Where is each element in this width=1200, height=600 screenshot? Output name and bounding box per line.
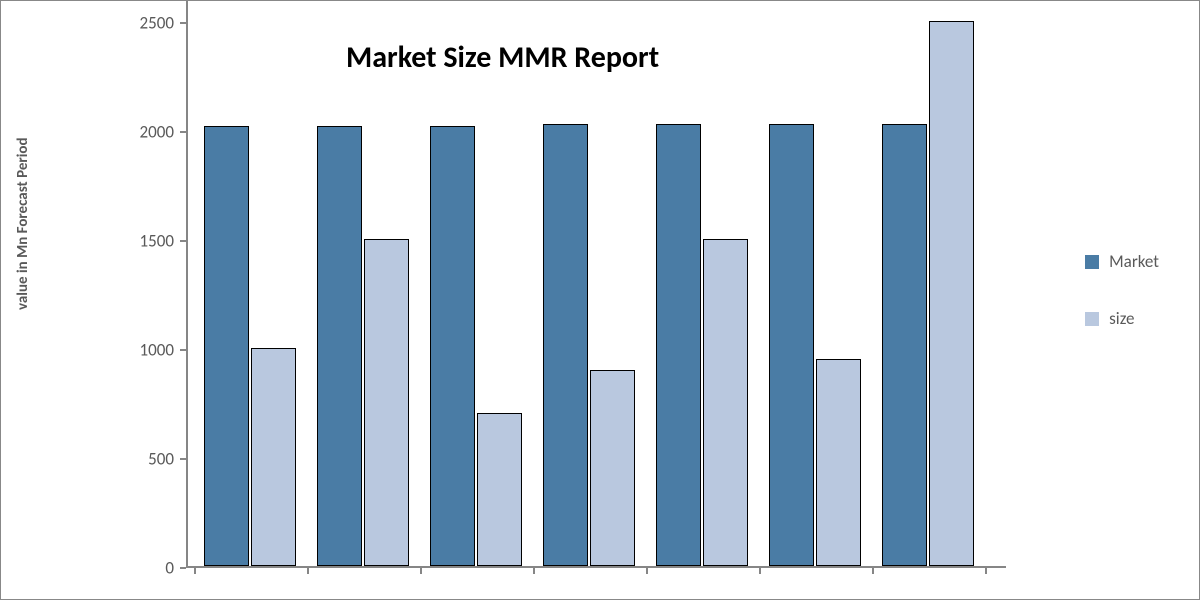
bar-size [364, 239, 409, 566]
bar-size [477, 413, 522, 566]
legend-item-market: Market [1085, 251, 1159, 272]
bar-market [769, 124, 814, 566]
x-tick-mark [307, 568, 309, 574]
bar-market [430, 126, 475, 567]
legend-label-market: Market [1109, 251, 1159, 272]
chart-container: Market Size MMR Report value in Mn Forec… [0, 0, 1200, 600]
legend: Market size [1085, 251, 1159, 365]
legend-item-size: size [1085, 308, 1159, 329]
legend-swatch-size [1085, 312, 1099, 326]
y-tick-label: 2000 [140, 121, 174, 142]
x-tick-mark [985, 568, 987, 574]
x-tick-mark [872, 568, 874, 574]
bar-size [703, 239, 748, 566]
y-tick-label: 500 [148, 448, 174, 469]
bar-size [929, 21, 974, 566]
bar-size [251, 348, 296, 566]
bar-market [656, 124, 701, 566]
x-tick-mark [194, 568, 196, 574]
legend-swatch-market [1085, 255, 1099, 269]
bar-market [543, 124, 588, 566]
bar-market [882, 124, 927, 566]
x-tick-mark [646, 568, 648, 574]
y-tick-label: 1000 [140, 339, 174, 360]
bar-market [204, 126, 249, 567]
bar-size [590, 370, 635, 566]
bar-size [816, 359, 861, 566]
y-axis-label: value in Mn Forecast Period [14, 137, 32, 310]
y-tick-label: 0 [165, 558, 174, 579]
x-tick-mark [533, 568, 535, 574]
y-tick-label: 1500 [140, 230, 174, 251]
x-tick-mark [420, 568, 422, 574]
plot-area [186, 1, 1006, 568]
x-tick-mark [759, 568, 761, 574]
legend-label-size: size [1109, 308, 1134, 329]
y-tick-label: 2500 [140, 12, 174, 33]
bar-market [317, 126, 362, 567]
